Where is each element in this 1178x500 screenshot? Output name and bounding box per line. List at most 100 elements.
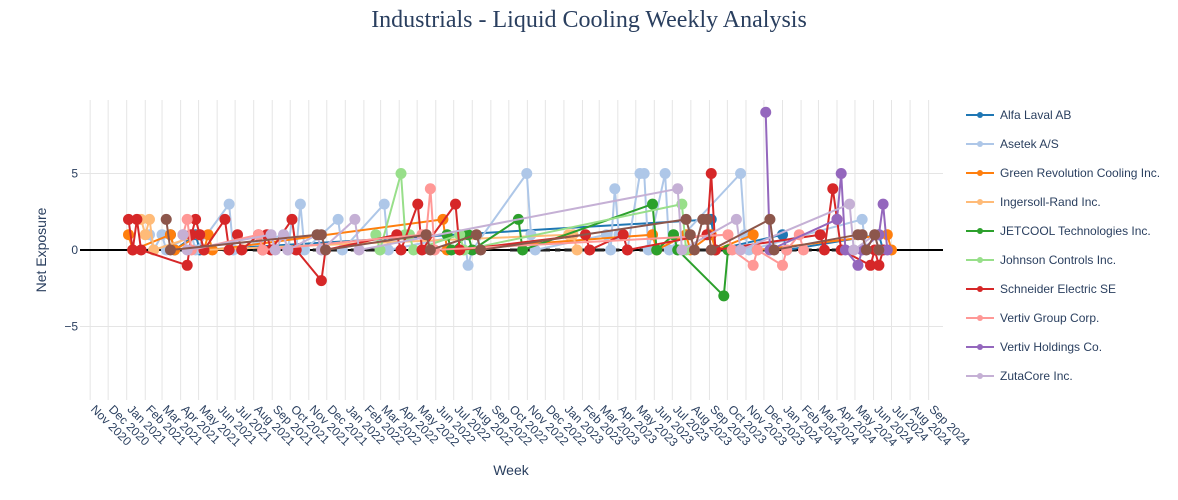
data-point — [282, 244, 294, 256]
data-point — [747, 259, 759, 271]
data-point — [177, 229, 189, 241]
data-point — [164, 229, 176, 241]
data-point — [680, 213, 692, 225]
data-point — [181, 213, 193, 225]
data-point — [760, 106, 772, 118]
legend-item[interactable]: Johnson Controls Inc. — [966, 253, 1116, 267]
data-point — [462, 259, 474, 271]
data-point — [718, 290, 730, 302]
data-point — [751, 244, 763, 256]
data-point — [294, 198, 306, 210]
data-point — [395, 167, 407, 179]
data-point — [701, 213, 713, 225]
data-point — [705, 167, 717, 179]
data-point — [395, 244, 407, 256]
data-point — [475, 244, 487, 256]
data-point — [424, 183, 436, 195]
legend-label: Vertiv Group Corp. — [1000, 311, 1099, 325]
data-point — [190, 213, 202, 225]
data-point — [123, 213, 135, 225]
data-point — [269, 244, 281, 256]
data-point — [131, 213, 143, 225]
data-point — [797, 244, 809, 256]
series-line — [148, 170, 868, 266]
series-layer — [123, 106, 897, 302]
y-tick-label: −5 — [64, 320, 78, 334]
data-point — [873, 259, 885, 271]
data-point — [571, 244, 583, 256]
data-point — [470, 229, 482, 241]
legend-item[interactable]: Vertiv Group Corp. — [966, 311, 1099, 325]
data-point — [609, 183, 621, 195]
legend-item[interactable]: Alfa Laval AB — [966, 108, 1071, 122]
legend-swatch-marker — [977, 257, 983, 263]
legend-label: Vertiv Holdings Co. — [1000, 340, 1102, 354]
data-point — [370, 229, 382, 241]
data-point — [856, 213, 868, 225]
legend-label: Green Revolution Cooling Inc. — [1000, 166, 1160, 180]
data-point — [831, 213, 843, 225]
data-point — [663, 244, 675, 256]
data-point — [735, 167, 747, 179]
data-point — [353, 244, 365, 256]
legend-label: Alfa Laval AB — [1000, 108, 1071, 122]
data-point — [605, 244, 617, 256]
legend-label: Asetek A/S — [1000, 137, 1059, 151]
series-line — [374, 173, 688, 254]
data-point — [865, 259, 877, 271]
data-point — [408, 244, 420, 256]
legend-item[interactable]: Asetek A/S — [966, 137, 1059, 151]
y-tick-label: 0 — [71, 243, 78, 257]
data-point — [219, 213, 231, 225]
series-9 — [177, 183, 885, 256]
legend-item[interactable]: Ingersoll-Rand Inc. — [966, 195, 1101, 209]
data-point — [835, 167, 847, 179]
data-point — [860, 244, 872, 256]
data-point — [236, 244, 248, 256]
data-point — [881, 244, 893, 256]
data-point — [202, 229, 214, 241]
data-point — [315, 275, 327, 287]
data-point — [638, 167, 650, 179]
legend-item[interactable]: ZutaCore Inc. — [966, 369, 1073, 383]
legend-item[interactable]: Green Revolution Cooling Inc. — [966, 166, 1160, 180]
data-point — [349, 213, 361, 225]
legend-swatch-marker — [977, 315, 983, 321]
data-point — [621, 244, 633, 256]
legend-swatch-marker — [977, 170, 983, 176]
data-point — [764, 213, 776, 225]
data-point — [730, 213, 742, 225]
legend-label: Schneider Electric SE — [1000, 282, 1116, 296]
legend-item[interactable]: JETCOOL Technologies Inc. — [966, 224, 1151, 238]
data-point — [722, 229, 734, 241]
data-point — [869, 229, 881, 241]
data-point — [659, 167, 671, 179]
data-point — [194, 229, 206, 241]
data-point — [257, 244, 269, 256]
series-line — [764, 112, 889, 268]
data-point — [420, 229, 432, 241]
legend-label: ZutaCore Inc. — [1000, 369, 1073, 383]
legend-item[interactable]: Vertiv Holdings Co. — [966, 340, 1102, 354]
legend-label: Ingersoll-Rand Inc. — [1000, 195, 1101, 209]
chart-title: Industrials - Liquid Cooling Weekly Anal… — [371, 7, 807, 33]
legend-swatch-marker — [977, 141, 983, 147]
data-point — [676, 244, 688, 256]
data-point — [684, 229, 696, 241]
data-point — [378, 198, 390, 210]
data-point — [160, 213, 172, 225]
data-point — [320, 244, 332, 256]
x-axis-title: Week — [493, 462, 530, 478]
legend-label: JETCOOL Technologies Inc. — [1000, 224, 1151, 238]
data-point — [768, 244, 780, 256]
data-point — [776, 259, 788, 271]
data-point — [454, 244, 466, 256]
y-tick-labels: −5 0 5 — [64, 166, 78, 333]
series-1 — [143, 167, 872, 271]
data-point — [651, 244, 663, 256]
data-point — [424, 244, 436, 256]
legend-item[interactable]: Schneider Electric SE — [966, 282, 1116, 296]
data-point — [299, 244, 311, 256]
